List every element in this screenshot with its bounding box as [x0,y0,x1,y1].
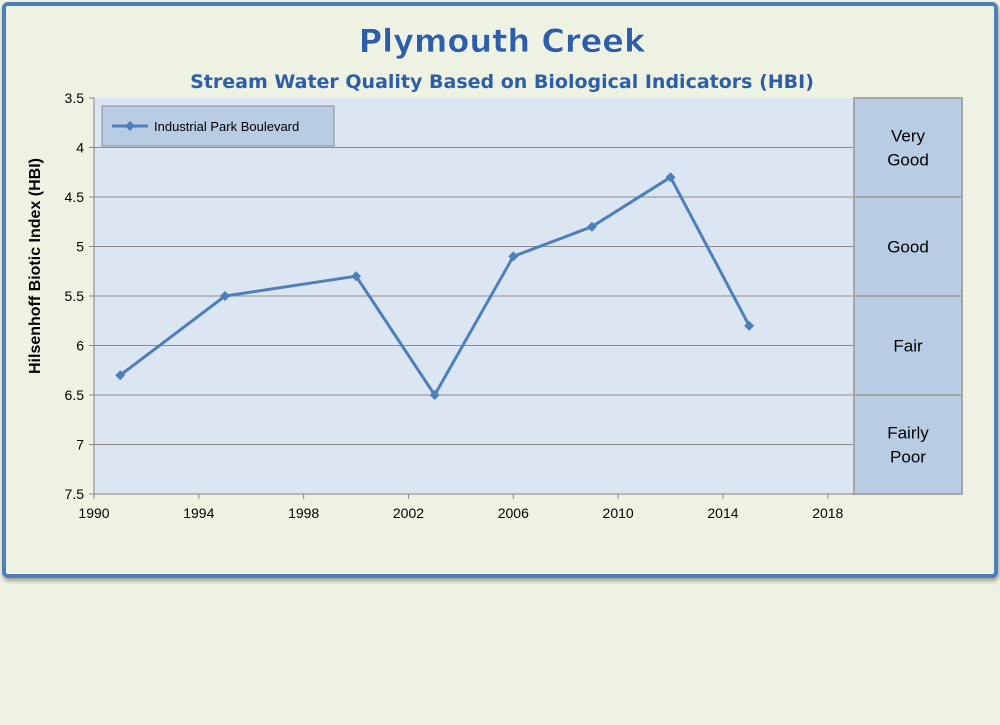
data-point [351,271,362,282]
quality-band-label: Good [887,238,929,257]
chart-subtitle: Stream Water Quality Based on Biological… [190,71,814,93]
chart-frame: Plymouth Creek Stream Water Quality Base… [2,2,998,578]
y-tick-label: 6.5 [65,387,85,403]
data-point [744,320,755,331]
data-point [665,172,676,183]
quality-band [853,97,963,198]
x-tick-label: 1994 [183,505,214,521]
legend-entry-label: Industrial Park Boulevard [154,119,299,134]
chart-title: Plymouth Creek [359,22,646,60]
data-point [429,390,440,400]
y-tick-label: 3.5 [65,90,85,106]
y-tick-label: 7.5 [65,486,85,502]
quality-band-label: Poor [890,448,926,467]
y-tick-label: 4 [76,140,84,156]
quality-bands: Very Good Good Fair Fairly Poor [853,97,963,495]
y-tick-label: 4.5 [65,189,85,205]
series-area [115,172,755,400]
plot-area [94,98,854,494]
x-tick-label: 1990 [78,505,109,521]
data-point [115,370,126,381]
quality-band [853,295,963,396]
axes: 3.5 4 4.5 5 5.5 6 6.5 7 7.5 1990 1994 1998 2002 2006 2… [65,90,854,521]
data-point [220,291,231,301]
legend: Industrial Park Boulevard [101,105,335,147]
quality-band-label: Fairly [887,424,929,443]
x-tick-label: 2006 [498,505,529,521]
data-point [586,221,597,232]
quality-band [853,394,963,495]
quality-band-label: Good [887,151,929,170]
x-tick-label: 2014 [707,505,738,521]
y-tick-label: 6 [76,338,84,354]
x-tick-label: 1998 [288,505,319,521]
y-axis-label: Hilsenhoff Biotic Index (HBI) [27,158,44,374]
data-point [508,251,519,262]
quality-band-label: Fair [893,337,923,356]
y-tick-label: 7 [76,437,84,453]
y-tick-label: 5 [76,239,84,255]
x-tick-label: 2018 [812,505,843,521]
x-tick-label: 2010 [603,505,634,521]
x-tick-label: 2002 [393,505,424,521]
legend-marker-swatch [125,121,135,131]
quality-band [853,196,963,297]
chart-svg: Plymouth Creek Stream Water Quality Base… [27,22,963,521]
series-line [119,175,751,397]
quality-band-label: Very [891,127,926,146]
y-tick-label: 5.5 [65,288,85,304]
